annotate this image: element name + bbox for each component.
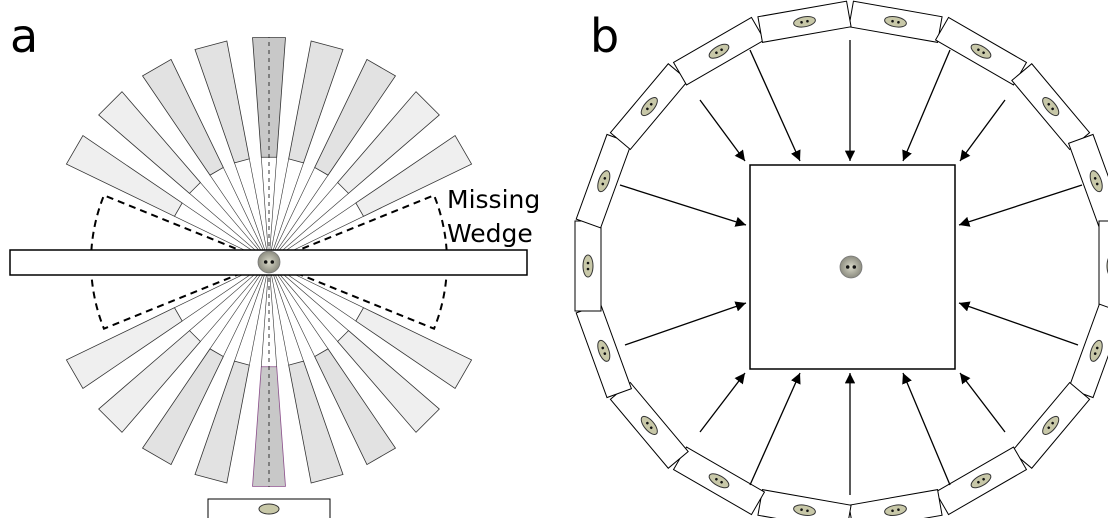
detector (610, 64, 688, 150)
projection-arrow (959, 303, 1078, 345)
projection-arrow (750, 50, 800, 161)
detector-dot (587, 268, 590, 271)
detector (849, 1, 942, 42)
detector (758, 1, 851, 42)
projection-arrow (620, 185, 746, 225)
detector (575, 221, 601, 311)
panel-label: b (590, 9, 619, 63)
detector (610, 383, 688, 469)
detector (936, 447, 1027, 515)
projection-arrow (903, 50, 950, 161)
projection-arrow (959, 185, 1082, 225)
specimen (258, 251, 280, 273)
beam-ray (261, 157, 269, 262)
beam-ray (223, 262, 269, 357)
specimen-dot (853, 265, 857, 269)
figure: a b Missing Wedge (0, 0, 1108, 518)
beam-ray (261, 262, 269, 367)
detector (1012, 383, 1090, 469)
detector (849, 490, 942, 518)
specimen-dot (264, 260, 268, 264)
detector (576, 304, 631, 397)
beam-ray (269, 157, 277, 262)
specimen (840, 256, 862, 278)
detector (1069, 304, 1108, 397)
beam-ray (269, 262, 277, 367)
panel-a (10, 37, 527, 518)
projection-arrow (700, 373, 745, 432)
beam-ray (269, 262, 315, 357)
beam-ray (249, 262, 269, 365)
detector (1069, 134, 1108, 227)
annotation: Wedge (447, 219, 533, 248)
projection-arrow (625, 303, 746, 345)
detector-body (1069, 304, 1108, 397)
projection-arrow (903, 373, 950, 485)
beam-ray (269, 262, 289, 365)
detector-icon (583, 255, 593, 277)
detector (1099, 221, 1108, 311)
projection-arrow (960, 373, 1005, 432)
beam-ray (269, 167, 315, 262)
projection-arrow (750, 373, 800, 485)
beam-ray (249, 159, 269, 262)
projection-arrow (960, 100, 1005, 161)
annotation: Missing (447, 185, 540, 214)
projection-arrow (700, 100, 745, 161)
detector (758, 490, 851, 518)
panel-label: a (10, 9, 38, 63)
beam-ray (269, 159, 289, 262)
beam-ray (223, 167, 269, 262)
specimen-dot (271, 260, 275, 264)
detector (576, 134, 631, 227)
detector (674, 447, 765, 515)
panel-b (575, 1, 1108, 518)
detector-body (1069, 134, 1108, 227)
specimen-dot (846, 265, 850, 269)
detector (1012, 64, 1090, 150)
detector-dot (587, 262, 590, 265)
detector-icon (259, 504, 279, 514)
